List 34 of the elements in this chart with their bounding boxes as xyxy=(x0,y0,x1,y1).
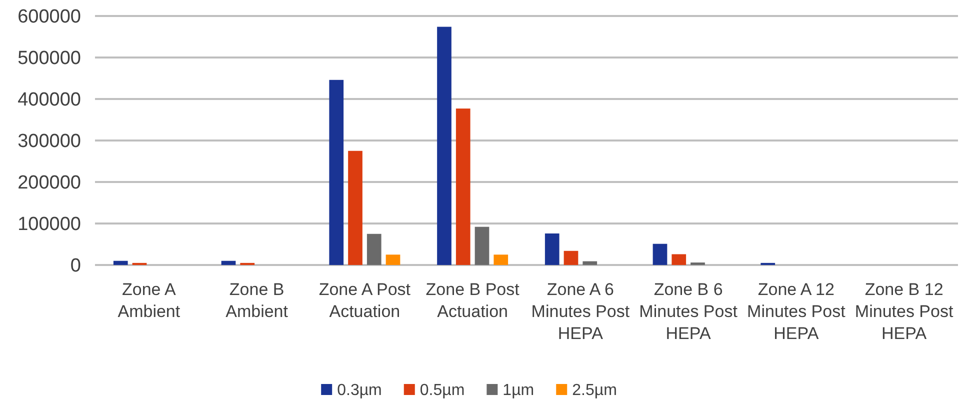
bar xyxy=(456,108,470,265)
legend-label: 1µm xyxy=(502,382,534,399)
x-tick-label: Zone A Ambient xyxy=(118,280,180,322)
bar xyxy=(672,254,686,265)
bar xyxy=(329,80,344,265)
y-tick-label: 100000 xyxy=(18,214,81,236)
bar xyxy=(544,233,560,265)
y-tick-label: 500000 xyxy=(18,48,81,70)
bar xyxy=(366,234,382,265)
bar xyxy=(113,260,128,265)
x-tick-label: Zone A 12 Minutes Post HEPA xyxy=(747,280,846,344)
bar xyxy=(437,26,452,265)
x-tick-label: Zone B Post Actuation xyxy=(426,280,520,322)
y-tick-label: 0 xyxy=(70,256,81,277)
bar xyxy=(494,254,508,265)
bar xyxy=(564,250,578,265)
bar xyxy=(652,244,668,265)
legend-label: 0.3µm xyxy=(337,382,382,399)
bar xyxy=(386,254,400,265)
y-tick-label: 600000 xyxy=(18,6,81,28)
bar xyxy=(221,260,236,265)
x-tick-label: Zone B Ambient xyxy=(226,280,288,322)
x-tick-label: Zone B 12 Minutes Post HEPA xyxy=(854,280,954,344)
x-tick-label: Zone A 6 Minutes Post HEPA xyxy=(531,280,630,344)
bar xyxy=(582,261,598,265)
y-tick-label: 400000 xyxy=(18,90,81,111)
x-tick-label: Zone B 6 Minutes Post HEPA xyxy=(639,280,738,344)
y-tick-label: 300000 xyxy=(18,131,81,152)
y-tick-label: 200000 xyxy=(18,172,81,194)
legend-label: 0.5µm xyxy=(420,382,465,399)
bar xyxy=(474,226,490,265)
x-tick-label: Zone A Post Actuation xyxy=(318,280,411,322)
legend-label: 2.5µm xyxy=(572,382,617,399)
bar xyxy=(348,150,362,265)
